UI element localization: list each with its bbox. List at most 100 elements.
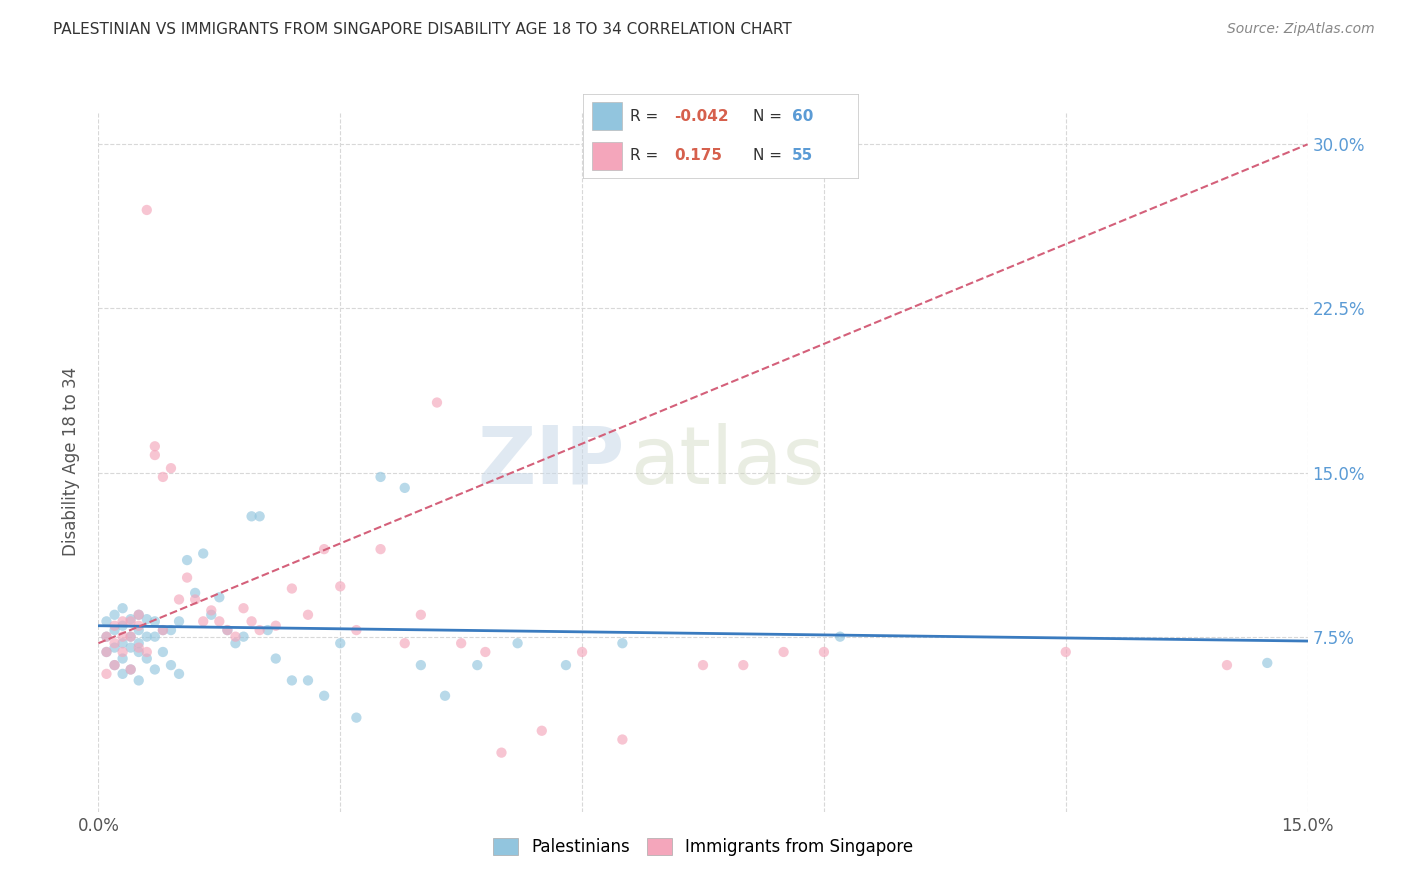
Point <box>120 612 142 626</box>
Point <box>103 623 125 637</box>
Point <box>426 395 449 409</box>
Point <box>167 615 190 629</box>
Point <box>96 630 118 644</box>
Point <box>111 630 134 644</box>
Point <box>828 630 851 644</box>
Point <box>103 618 125 632</box>
Point <box>103 658 125 673</box>
Point <box>297 607 319 622</box>
Point <box>152 623 174 637</box>
Point <box>208 615 231 629</box>
Point <box>128 618 150 632</box>
Text: ZIP: ZIP <box>477 423 624 500</box>
Point <box>135 630 157 644</box>
Point <box>96 645 118 659</box>
Point <box>96 666 118 681</box>
Point <box>465 658 488 673</box>
Point <box>224 636 246 650</box>
Point <box>370 470 392 484</box>
Point <box>152 645 174 659</box>
Point <box>120 615 142 629</box>
Point <box>152 623 174 637</box>
Point <box>111 618 134 632</box>
Point <box>111 651 134 665</box>
Text: 60: 60 <box>792 109 813 124</box>
Point <box>474 645 496 659</box>
Point <box>409 607 432 622</box>
Point <box>297 673 319 688</box>
Point <box>135 645 157 659</box>
Point <box>314 689 336 703</box>
Point <box>135 202 157 217</box>
Point <box>167 666 190 681</box>
Point <box>128 645 150 659</box>
Point <box>612 732 634 747</box>
Point <box>167 592 190 607</box>
Point <box>184 592 207 607</box>
Point <box>103 658 125 673</box>
Point <box>176 553 198 567</box>
Point <box>224 630 246 644</box>
Point <box>409 658 432 673</box>
Point <box>772 645 794 659</box>
Text: Source: ZipAtlas.com: Source: ZipAtlas.com <box>1227 22 1375 37</box>
Point <box>200 607 222 622</box>
Point <box>394 481 416 495</box>
Point <box>143 615 166 629</box>
Point <box>111 666 134 681</box>
Point <box>329 636 352 650</box>
Point <box>128 636 150 650</box>
Point <box>530 723 553 738</box>
Point <box>96 615 118 629</box>
Point <box>249 509 271 524</box>
Point <box>1256 656 1278 670</box>
FancyBboxPatch shape <box>592 142 621 169</box>
Point <box>143 630 166 644</box>
Point <box>143 448 166 462</box>
Point <box>450 636 472 650</box>
Point <box>240 509 263 524</box>
Point <box>103 640 125 655</box>
Point <box>120 630 142 644</box>
Point <box>96 630 118 644</box>
Point <box>143 439 166 453</box>
Point <box>555 658 578 673</box>
Point <box>1216 658 1239 673</box>
Point <box>111 636 134 650</box>
Point <box>314 542 336 557</box>
Point <box>176 571 198 585</box>
Text: R =: R = <box>630 109 658 124</box>
Point <box>193 615 215 629</box>
Text: PALESTINIAN VS IMMIGRANTS FROM SINGAPORE DISABILITY AGE 18 TO 34 CORRELATION CHA: PALESTINIAN VS IMMIGRANTS FROM SINGAPORE… <box>53 22 792 37</box>
Point <box>264 618 287 632</box>
Point <box>394 636 416 650</box>
Point <box>103 636 125 650</box>
Point <box>120 640 142 655</box>
Point <box>103 607 125 622</box>
Text: -0.042: -0.042 <box>673 109 728 124</box>
Point <box>160 623 183 637</box>
Point <box>128 673 150 688</box>
Point <box>160 658 183 673</box>
Y-axis label: Disability Age 18 to 34: Disability Age 18 to 34 <box>62 367 80 557</box>
Point <box>506 636 529 650</box>
Text: atlas: atlas <box>630 423 825 500</box>
Point <box>692 658 714 673</box>
Point <box>193 547 215 561</box>
Point <box>135 612 157 626</box>
Point <box>128 623 150 637</box>
Point <box>344 711 367 725</box>
Point <box>232 601 254 615</box>
Point <box>264 651 287 665</box>
Point <box>128 607 150 622</box>
Point <box>152 470 174 484</box>
Point <box>120 630 142 644</box>
Point <box>111 601 134 615</box>
Point <box>813 645 835 659</box>
Point <box>217 623 239 637</box>
Point <box>281 582 304 596</box>
Point <box>200 603 222 617</box>
Point <box>370 542 392 557</box>
Point <box>344 623 367 637</box>
Point <box>111 645 134 659</box>
